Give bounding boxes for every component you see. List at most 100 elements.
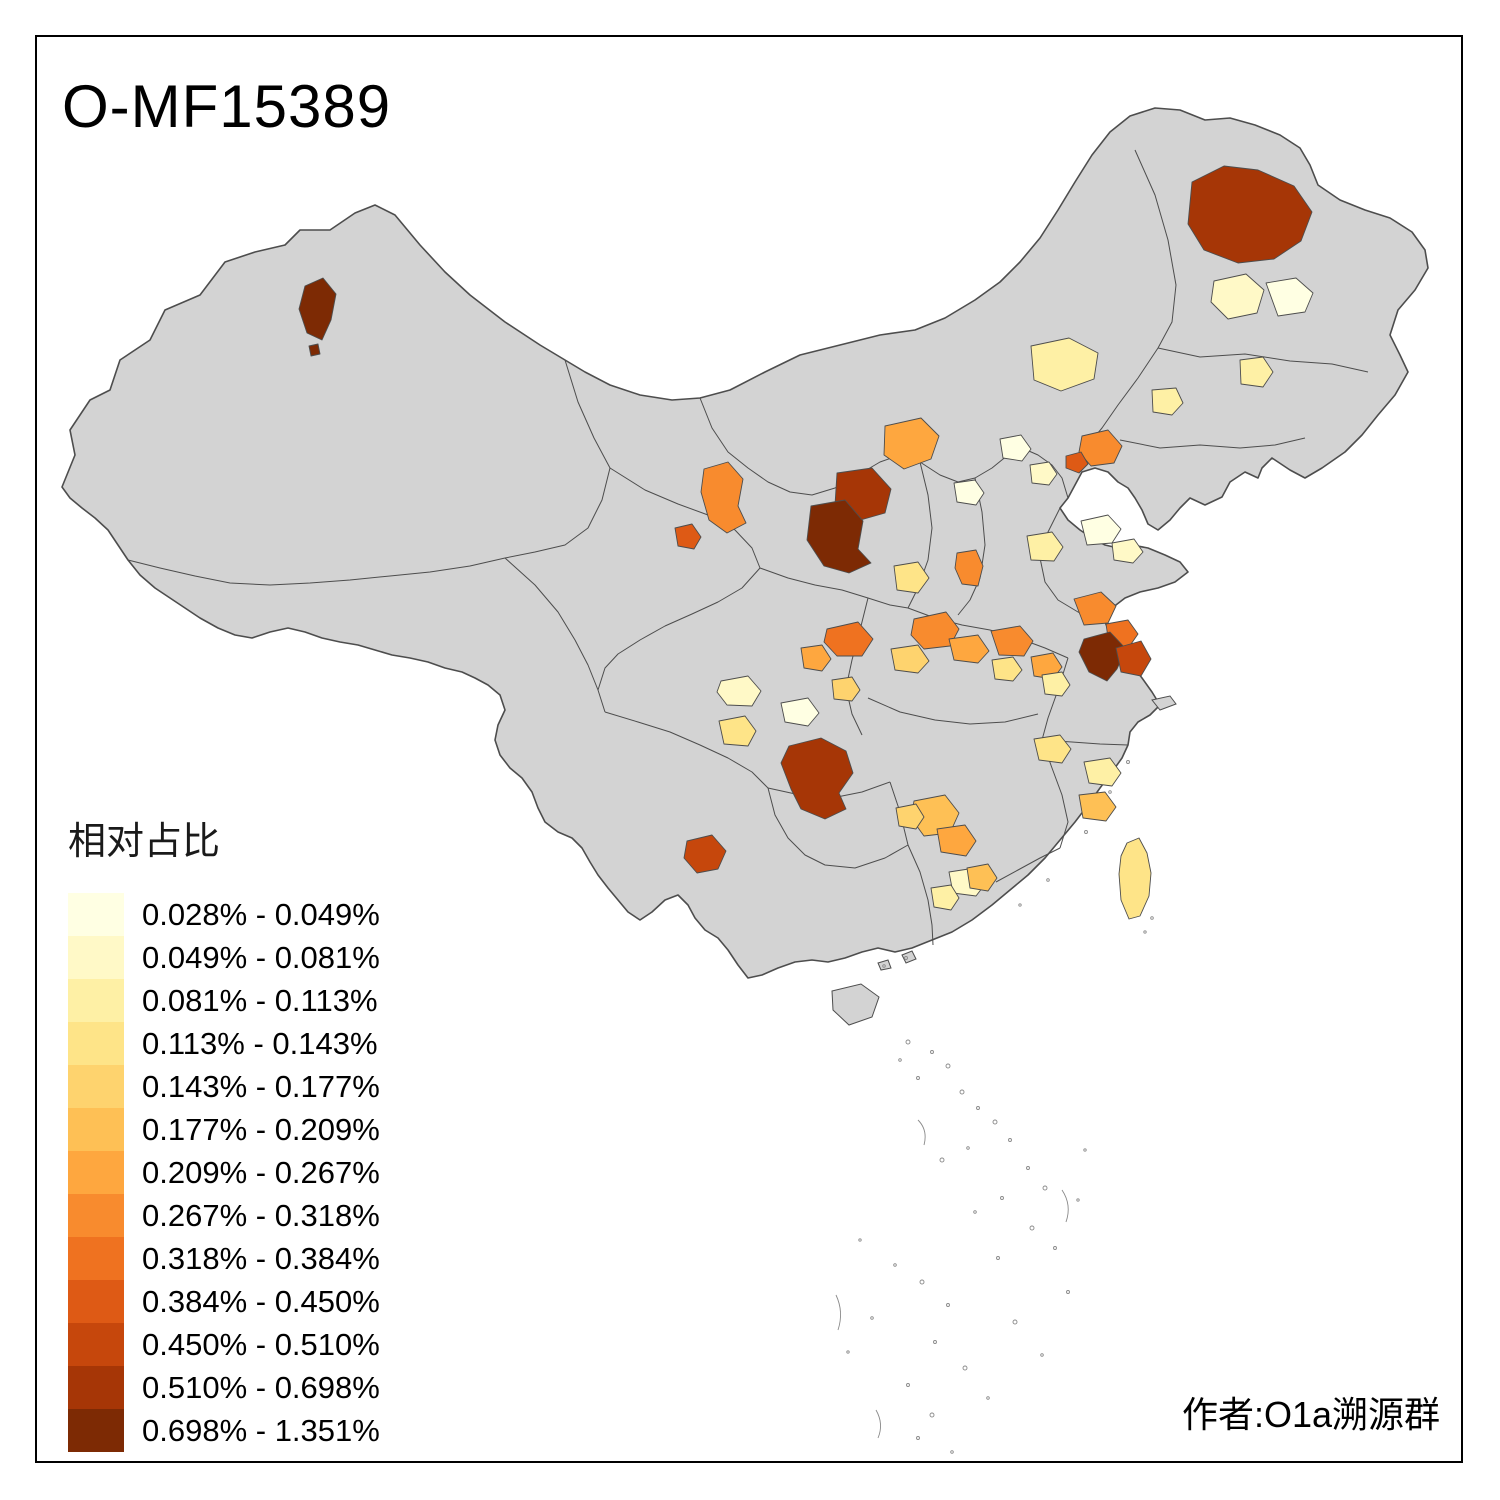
sea-islet	[945, 1063, 951, 1069]
page-title: O-MF15389	[62, 73, 392, 140]
sea-arc	[875, 1409, 881, 1439]
region-patch	[831, 676, 861, 702]
region-patch	[806, 499, 872, 574]
region-patch	[1078, 631, 1127, 682]
region-patch	[718, 715, 757, 747]
region-patch	[683, 834, 727, 874]
sea-islet	[946, 1303, 950, 1307]
sea-islet	[904, 956, 908, 960]
sea-islet	[1108, 790, 1112, 794]
sea-islet	[1143, 930, 1147, 934]
legend-swatch	[68, 1065, 124, 1108]
region-patch	[780, 737, 854, 820]
province-border	[867, 697, 1039, 725]
region-patch	[308, 343, 321, 357]
region-patch	[800, 644, 832, 672]
legend-label: 0.028% - 0.049%	[142, 896, 380, 932]
region-patch	[999, 434, 1032, 462]
sea-islet	[1150, 916, 1154, 920]
region-patch	[1118, 837, 1152, 920]
legend-row: 0.450% - 0.510%	[68, 1323, 380, 1366]
sea-arc	[917, 1119, 926, 1146]
region-patch	[1078, 429, 1123, 467]
legend-row: 0.049% - 0.081%	[68, 936, 380, 979]
sea-islet	[996, 1256, 1000, 1260]
sea-islet	[1126, 760, 1130, 764]
legend-label: 0.384% - 0.450%	[142, 1283, 380, 1319]
region-patch	[890, 644, 930, 674]
region-patch	[298, 277, 337, 341]
mainland-outline	[61, 107, 1429, 979]
legend-label: 0.177% - 0.209%	[142, 1111, 380, 1147]
sea-arc	[1061, 1189, 1069, 1223]
region-patch	[700, 461, 747, 534]
sea-islet	[906, 1383, 910, 1387]
region-patch	[953, 479, 985, 506]
region-patch	[1030, 337, 1099, 392]
legend-label: 0.113% - 0.143%	[142, 1025, 378, 1061]
region-patch	[966, 863, 998, 892]
legend-label: 0.450% - 0.510%	[142, 1326, 380, 1362]
legend-row: 0.177% - 0.209%	[68, 1108, 380, 1151]
legend-row: 0.384% - 0.450%	[68, 1280, 380, 1323]
region-patch	[936, 824, 977, 857]
sea-islet	[950, 1450, 954, 1454]
sea-arc	[835, 1294, 841, 1331]
legend-rows: 0.028% - 0.049% 0.049% - 0.081% 0.081% - 0…	[68, 893, 380, 1452]
legend-label: 0.049% - 0.081%	[142, 939, 380, 975]
region-patch	[1041, 671, 1071, 697]
sea-islet	[1026, 1166, 1030, 1170]
sea-islet	[939, 1157, 945, 1163]
legend-label: 0.143% - 0.177%	[142, 1068, 380, 1104]
province-border	[604, 711, 769, 789]
region-patch	[780, 697, 820, 727]
legend-row: 0.113% - 0.143%	[68, 1022, 380, 1065]
province-border	[597, 567, 761, 691]
sea-islet	[1040, 1353, 1044, 1357]
region-patch	[895, 803, 925, 830]
region-patch	[1187, 165, 1313, 264]
legend-swatch	[68, 1108, 124, 1151]
legend-label: 0.209% - 0.267%	[142, 1154, 380, 1190]
sea-islet	[898, 1058, 902, 1062]
region-patch	[1078, 791, 1117, 822]
province-border	[995, 847, 1061, 883]
sea-islet	[966, 1146, 970, 1150]
sea-islet	[1029, 1225, 1035, 1231]
sea-islet	[846, 1350, 850, 1354]
legend-swatch	[68, 936, 124, 979]
sea-islet	[870, 1316, 874, 1320]
legend-row: 0.510% - 0.698%	[68, 1366, 380, 1409]
sea-islet	[1012, 1319, 1018, 1325]
province-border	[1039, 507, 1101, 621]
region-patch	[1033, 734, 1072, 764]
sea-islet	[1084, 830, 1088, 834]
region-patch	[1210, 273, 1265, 320]
island	[831, 983, 880, 1026]
region-patch	[948, 634, 990, 664]
island	[1151, 695, 1177, 711]
region-patch	[1111, 538, 1144, 564]
province-border	[957, 477, 986, 616]
region-patch	[893, 561, 930, 594]
legend-title: 相对占比	[68, 821, 221, 863]
legend-swatch	[68, 1366, 124, 1409]
legend-swatch	[68, 893, 124, 936]
sea-islet	[1042, 1185, 1048, 1191]
region-patch	[1115, 640, 1152, 677]
sea-islet	[976, 1106, 980, 1110]
legend-row: 0.143% - 0.177%	[68, 1065, 380, 1108]
sea-islet	[905, 1039, 911, 1045]
sea-islet	[930, 1050, 934, 1054]
region-patch	[1239, 356, 1274, 388]
legend-swatch	[68, 1237, 124, 1280]
legend-swatch	[68, 1022, 124, 1065]
sea-islet	[882, 964, 886, 968]
sea-islet	[1053, 1246, 1057, 1250]
region-patch	[674, 523, 702, 550]
legend-label: 0.510% - 0.698%	[142, 1369, 380, 1405]
region-patch	[930, 884, 960, 911]
region-patch	[991, 656, 1023, 682]
legend-label: 0.267% - 0.318%	[142, 1197, 380, 1233]
sea-islet	[992, 1119, 998, 1125]
